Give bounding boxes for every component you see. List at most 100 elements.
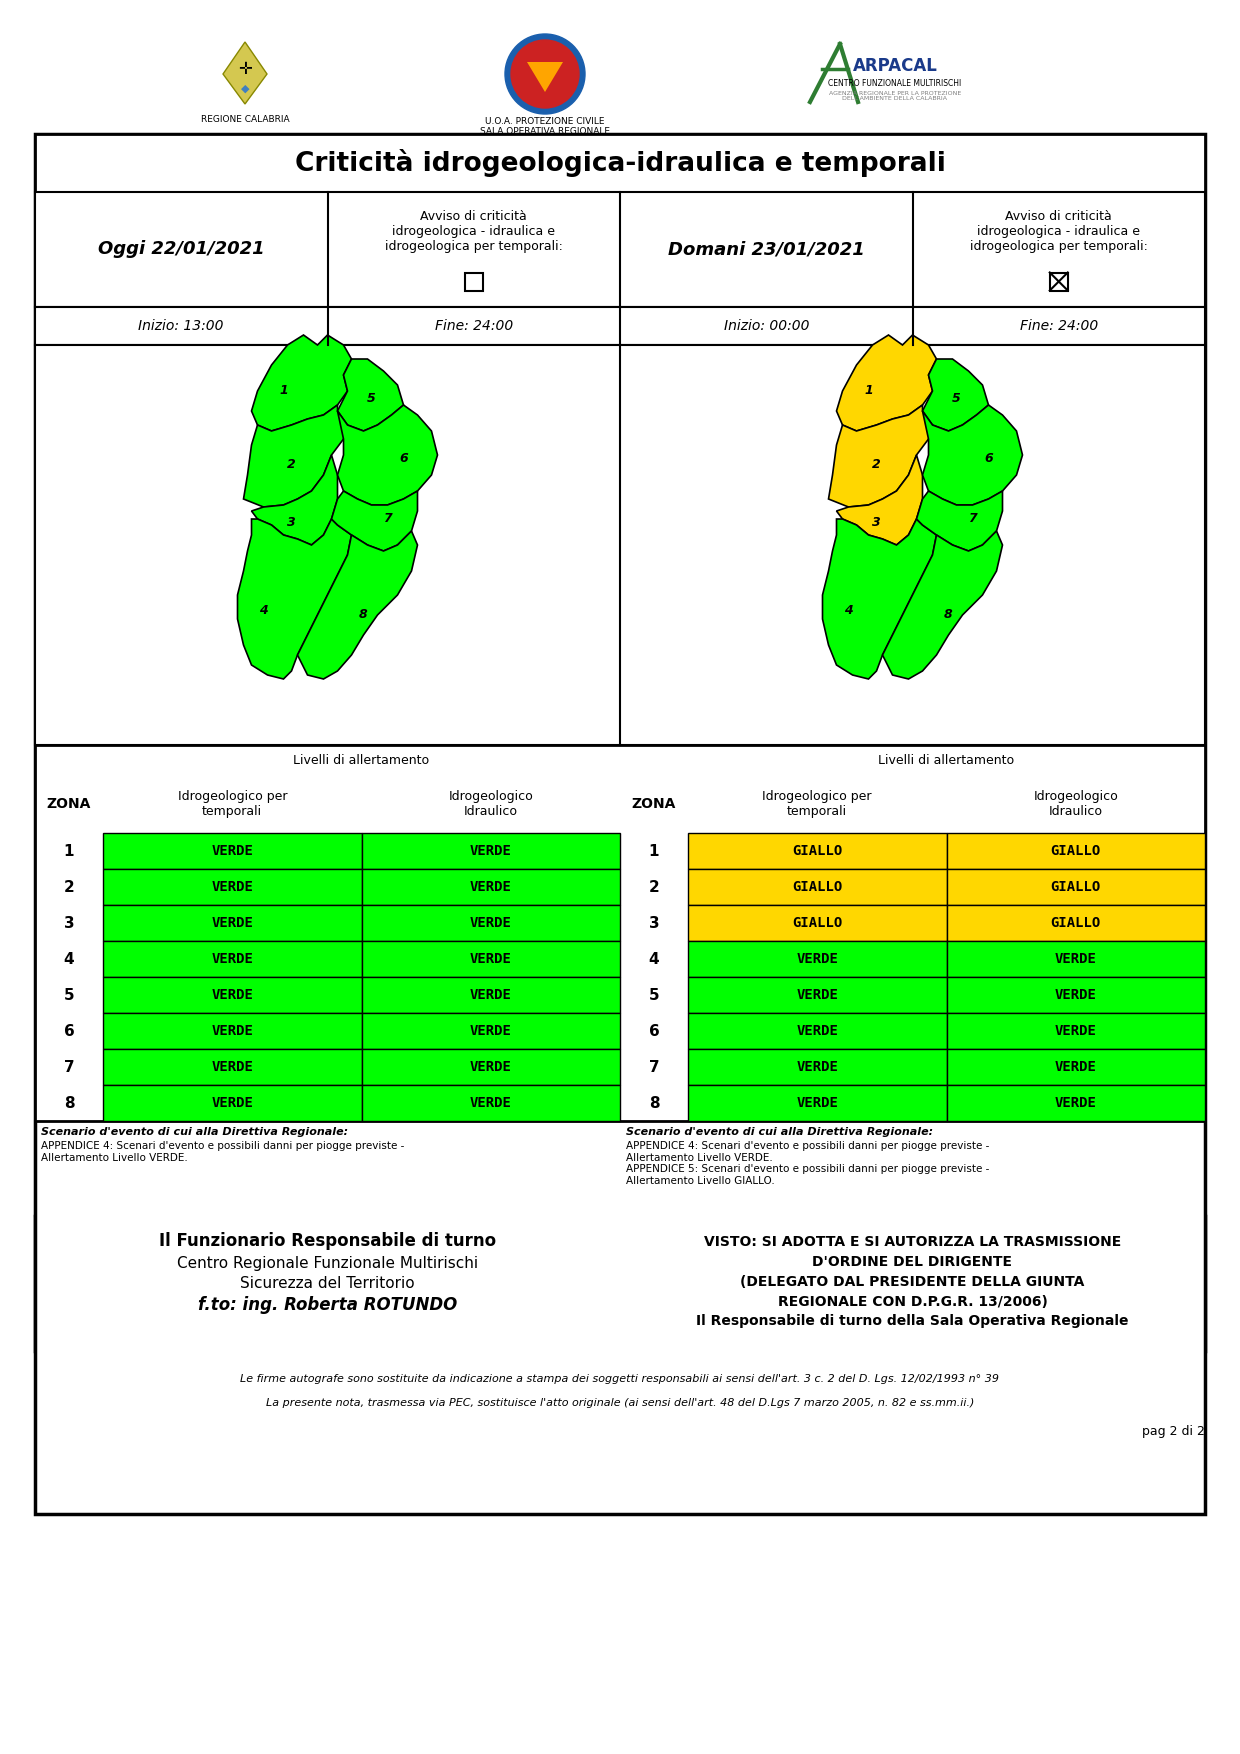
Bar: [620, 977, 688, 1014]
Text: Domani 23/01/2021: Domani 23/01/2021: [668, 240, 864, 258]
Text: 2: 2: [288, 458, 296, 472]
Bar: [946, 1049, 1205, 1086]
Text: 6: 6: [985, 453, 993, 465]
Text: 7: 7: [383, 512, 392, 526]
Bar: [35, 133, 1205, 191]
Text: REGIONE CALABRIA: REGIONE CALABRIA: [201, 114, 289, 123]
Bar: [35, 868, 103, 905]
Bar: [688, 745, 1205, 775]
Text: (DELEGATO DAL PRESIDENTE DELLA GIUNTA: (DELEGATO DAL PRESIDENTE DELLA GIUNTA: [740, 1275, 1085, 1289]
Polygon shape: [298, 531, 418, 679]
Text: ✛: ✛: [238, 60, 252, 77]
Text: Livelli di allertamento: Livelli di allertamento: [294, 754, 429, 766]
Polygon shape: [837, 454, 923, 545]
Text: VERDE: VERDE: [796, 1059, 838, 1073]
Bar: [688, 1086, 946, 1121]
Text: VERDE: VERDE: [211, 1096, 253, 1110]
Text: La presente nota, trasmessa via PEC, sostituisce l'atto originale (ai sensi dell: La presente nota, trasmessa via PEC, sos…: [265, 1398, 975, 1408]
Text: 2: 2: [872, 458, 880, 472]
Text: GIALLO: GIALLO: [1050, 844, 1101, 858]
Bar: [103, 940, 362, 977]
Text: Avviso di criticità
idrogeologica - idraulica e
idrogeologica per temporali:: Avviso di criticità idrogeologica - idra…: [384, 210, 563, 253]
Text: VERDE: VERDE: [796, 1096, 838, 1110]
Text: VERDE: VERDE: [211, 1059, 253, 1073]
Text: 3: 3: [288, 516, 296, 530]
Text: 4: 4: [63, 951, 74, 966]
Circle shape: [511, 40, 579, 109]
Polygon shape: [883, 531, 1002, 679]
Bar: [688, 1014, 946, 1049]
Text: Il Funzionario Responsabile di turno: Il Funzionario Responsabile di turno: [159, 1233, 496, 1251]
Bar: [35, 346, 1205, 745]
Bar: [946, 833, 1205, 868]
Text: VERDE: VERDE: [1055, 1096, 1096, 1110]
Bar: [35, 133, 1205, 1514]
Text: Idrogeologico per
temporali: Idrogeologico per temporali: [763, 789, 872, 817]
Text: 8: 8: [944, 609, 952, 621]
Text: VERDE: VERDE: [470, 952, 512, 966]
Bar: [35, 745, 103, 833]
Text: VERDE: VERDE: [470, 1059, 512, 1073]
Text: 8: 8: [63, 1096, 74, 1110]
Text: VERDE: VERDE: [470, 916, 512, 930]
Text: ◆: ◆: [241, 84, 249, 95]
Bar: [362, 775, 620, 833]
Text: VERDE: VERDE: [470, 1024, 512, 1038]
Text: VERDE: VERDE: [211, 1024, 253, 1038]
Text: GIALLO: GIALLO: [792, 881, 842, 895]
Text: Criticità idrogeologica-idraulica e temporali: Criticità idrogeologica-idraulica e temp…: [295, 149, 945, 177]
Bar: [620, 1086, 688, 1121]
Text: VERDE: VERDE: [211, 952, 253, 966]
Bar: [362, 1086, 620, 1121]
Bar: [688, 1049, 946, 1086]
Text: 3: 3: [872, 516, 880, 530]
Text: Il Responsabile di turno della Sala Operativa Regionale: Il Responsabile di turno della Sala Oper…: [696, 1314, 1128, 1328]
Bar: [35, 1014, 103, 1049]
Text: VERDE: VERDE: [470, 988, 512, 1002]
Bar: [103, 905, 362, 940]
Bar: [362, 868, 620, 905]
Text: 3: 3: [649, 916, 660, 931]
Bar: [620, 940, 688, 977]
Bar: [946, 868, 1205, 905]
Bar: [103, 775, 362, 833]
Text: VERDE: VERDE: [796, 1024, 838, 1038]
Polygon shape: [243, 405, 347, 507]
Bar: [35, 745, 1205, 1121]
Bar: [620, 833, 688, 868]
Polygon shape: [916, 491, 1002, 551]
Bar: [35, 307, 1205, 346]
Polygon shape: [331, 491, 418, 551]
Bar: [35, 1121, 620, 1216]
Bar: [946, 1014, 1205, 1049]
Text: REGIONALE CON D.P.G.R. 13/2006): REGIONALE CON D.P.G.R. 13/2006): [777, 1294, 1048, 1308]
Text: 4: 4: [844, 605, 853, 617]
Circle shape: [505, 33, 585, 114]
Bar: [35, 1216, 620, 1351]
Text: ARPACAL: ARPACAL: [853, 56, 937, 75]
Text: VISTO: SI ADOTTA E SI AUTORIZZA LA TRASMISSIONE: VISTO: SI ADOTTA E SI AUTORIZZA LA TRASM…: [704, 1235, 1121, 1249]
Text: VERDE: VERDE: [470, 881, 512, 895]
Text: Inizio: 13:00: Inizio: 13:00: [139, 319, 224, 333]
Text: Livelli di allertamento: Livelli di allertamento: [878, 754, 1014, 766]
Text: 6: 6: [649, 1024, 660, 1038]
Bar: [103, 745, 620, 775]
Bar: [362, 977, 620, 1014]
Text: Idrogeologico
Idraulico: Idrogeologico Idraulico: [1033, 789, 1118, 817]
Text: ZONA: ZONA: [47, 796, 92, 810]
Text: 5: 5: [952, 393, 961, 405]
Bar: [362, 833, 620, 868]
Polygon shape: [822, 519, 936, 679]
Polygon shape: [923, 360, 988, 431]
Text: CENTRO FUNZIONALE MULTIRISCHI: CENTRO FUNZIONALE MULTIRISCHI: [828, 79, 962, 88]
Bar: [35, 833, 103, 868]
Text: VERDE: VERDE: [1055, 952, 1096, 966]
Text: 6: 6: [63, 1024, 74, 1038]
Bar: [362, 1014, 620, 1049]
Bar: [688, 977, 946, 1014]
Text: Fine: 24:00: Fine: 24:00: [1019, 319, 1097, 333]
Text: Le firme autografe sono sostituite da indicazione a stampa dei soggetti responsa: Le firme autografe sono sostituite da in…: [241, 1373, 999, 1384]
Bar: [620, 1049, 688, 1086]
Bar: [35, 1086, 103, 1121]
Text: 5: 5: [367, 393, 376, 405]
